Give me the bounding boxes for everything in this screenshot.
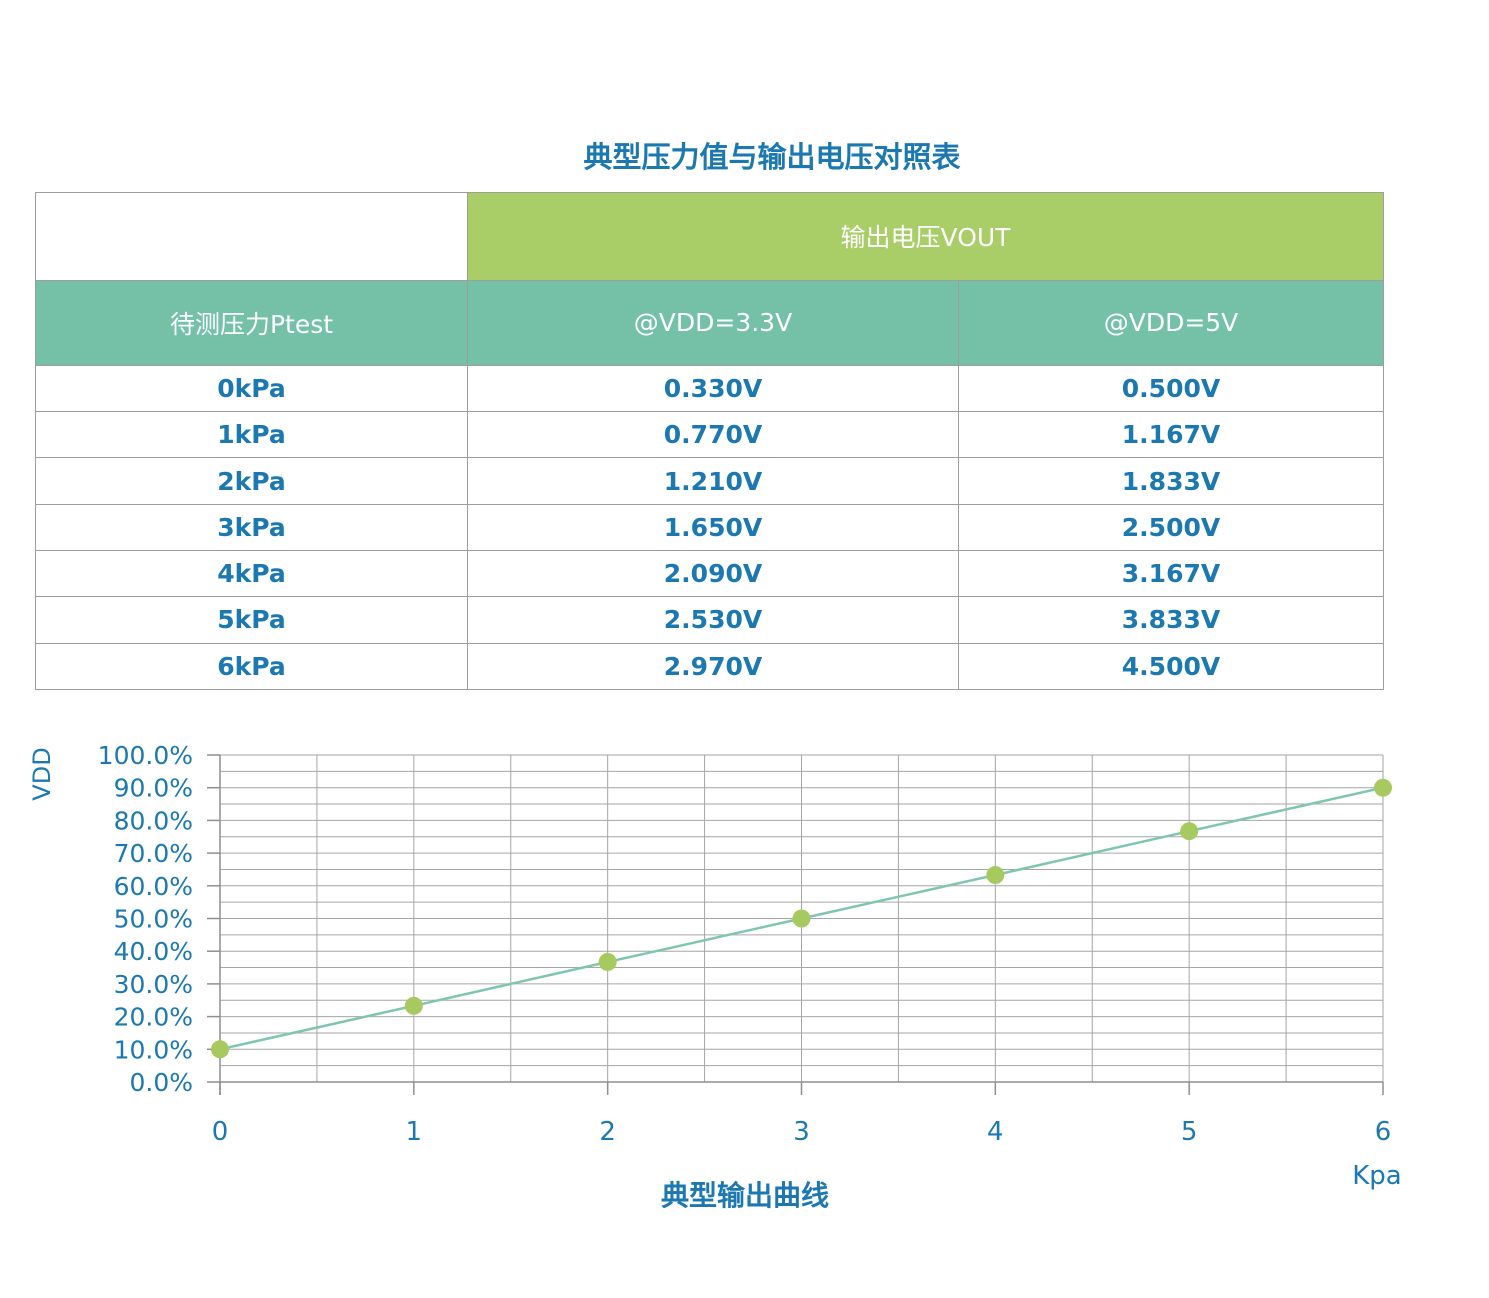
table-corner-cell [35, 192, 468, 281]
voltage-cell: 2.500V [957, 503, 1385, 552]
series-line [219, 786, 1384, 1051]
data-point-marker [598, 952, 617, 971]
data-point-marker [404, 996, 423, 1015]
voltage-cell: 3.167V [957, 550, 1385, 598]
y-tick-label: 80.0% [114, 806, 193, 835]
column-header-cell: 待测压力Ptest [35, 279, 468, 366]
voltage-cell: 1.167V [957, 411, 1385, 459]
pressure-cell: 5kPa [35, 596, 468, 644]
x-tick-label: 5 [1181, 1117, 1198, 1147]
chart-title: 典型输出曲线 [660, 1179, 829, 1212]
y-tick-label: 40.0% [114, 937, 193, 966]
y-tick-label: 90.0% [114, 774, 193, 803]
x-tick-label: 6 [1375, 1117, 1392, 1147]
pressure-cell: 6kPa [35, 642, 468, 691]
pressure-cell: 1kPa [35, 411, 468, 459]
voltage-cell: 0.770V [467, 411, 959, 459]
y-tick-label: 100.0% [98, 741, 193, 770]
x-axis-title: Kpa [1352, 1161, 1402, 1191]
x-tick-label: 4 [987, 1117, 1004, 1147]
pressure-voltage-table: 输出电压VOUT 待测压力Ptest @VDD=3.3V @VDD=5V 0kPa 0… [35, 192, 1385, 691]
y-tick-label: 60.0% [114, 872, 193, 901]
table-row: 2kPa 1.210V 1.833V [35, 457, 1385, 505]
y-tick-label: 0.0% [129, 1068, 193, 1097]
y-tick-label: 10.0% [114, 1035, 193, 1064]
x-tick-label: 2 [599, 1117, 616, 1147]
data-point-marker [792, 909, 811, 928]
column-header-row: 待测压力Ptest @VDD=3.3V @VDD=5V [35, 279, 1385, 366]
data-point-marker [1180, 822, 1199, 841]
y-tick-label: 50.0% [114, 905, 193, 934]
table-row: 6kPa 2.970V 4.500V [35, 642, 1385, 691]
table-row: 0kPa 0.330V 0.500V [35, 364, 1385, 413]
pressure-cell: 4kPa [35, 550, 468, 598]
x-tick-label: 0 [212, 1117, 229, 1147]
x-tick-label: 1 [406, 1117, 423, 1147]
voltage-cell: 1.210V [467, 457, 959, 505]
pressure-cell: 2kPa [35, 457, 468, 505]
vout-header-cell: 输出电压VOUT [466, 192, 1385, 281]
pressure-cell: 0kPa [35, 364, 468, 413]
voltage-cell: 1.833V [957, 457, 1385, 505]
column-header-cell: @VDD=5V [957, 279, 1385, 366]
page-title: 典型压力值与输出电压对照表 [583, 140, 961, 174]
column-header-cell: @VDD=3.3V [467, 279, 959, 366]
voltage-cell: 1.650V [467, 503, 959, 552]
x-tick-label: 3 [793, 1117, 810, 1147]
y-tick-label: 20.0% [114, 1003, 193, 1032]
table-row: 4kPa 2.090V 3.167V [35, 550, 1385, 598]
y-axis-title: VDD [28, 747, 56, 801]
data-point-marker [1374, 778, 1392, 797]
voltage-cell: 4.500V [957, 642, 1385, 691]
y-tick-label: 30.0% [114, 970, 193, 999]
data-point-marker [211, 1040, 229, 1059]
table-row: 5kPa 2.530V 3.833V [35, 596, 1385, 644]
pressure-cell: 3kPa [35, 503, 468, 552]
y-tick-label: 70.0% [114, 839, 193, 868]
voltage-cell: 2.530V [467, 596, 959, 644]
table-row: 3kPa 1.650V 2.500V [35, 503, 1385, 552]
voltage-cell: 0.500V [957, 364, 1385, 413]
voltage-cell: 3.833V [957, 596, 1385, 644]
data-point-marker [986, 866, 1005, 885]
table-row: 1kPa 0.770V 1.167V [35, 411, 1385, 459]
voltage-cell: 2.970V [467, 642, 959, 691]
vout-header-row: 输出电压VOUT [35, 192, 1385, 281]
voltage-cell: 2.090V [467, 550, 959, 598]
voltage-cell: 0.330V [467, 364, 959, 413]
